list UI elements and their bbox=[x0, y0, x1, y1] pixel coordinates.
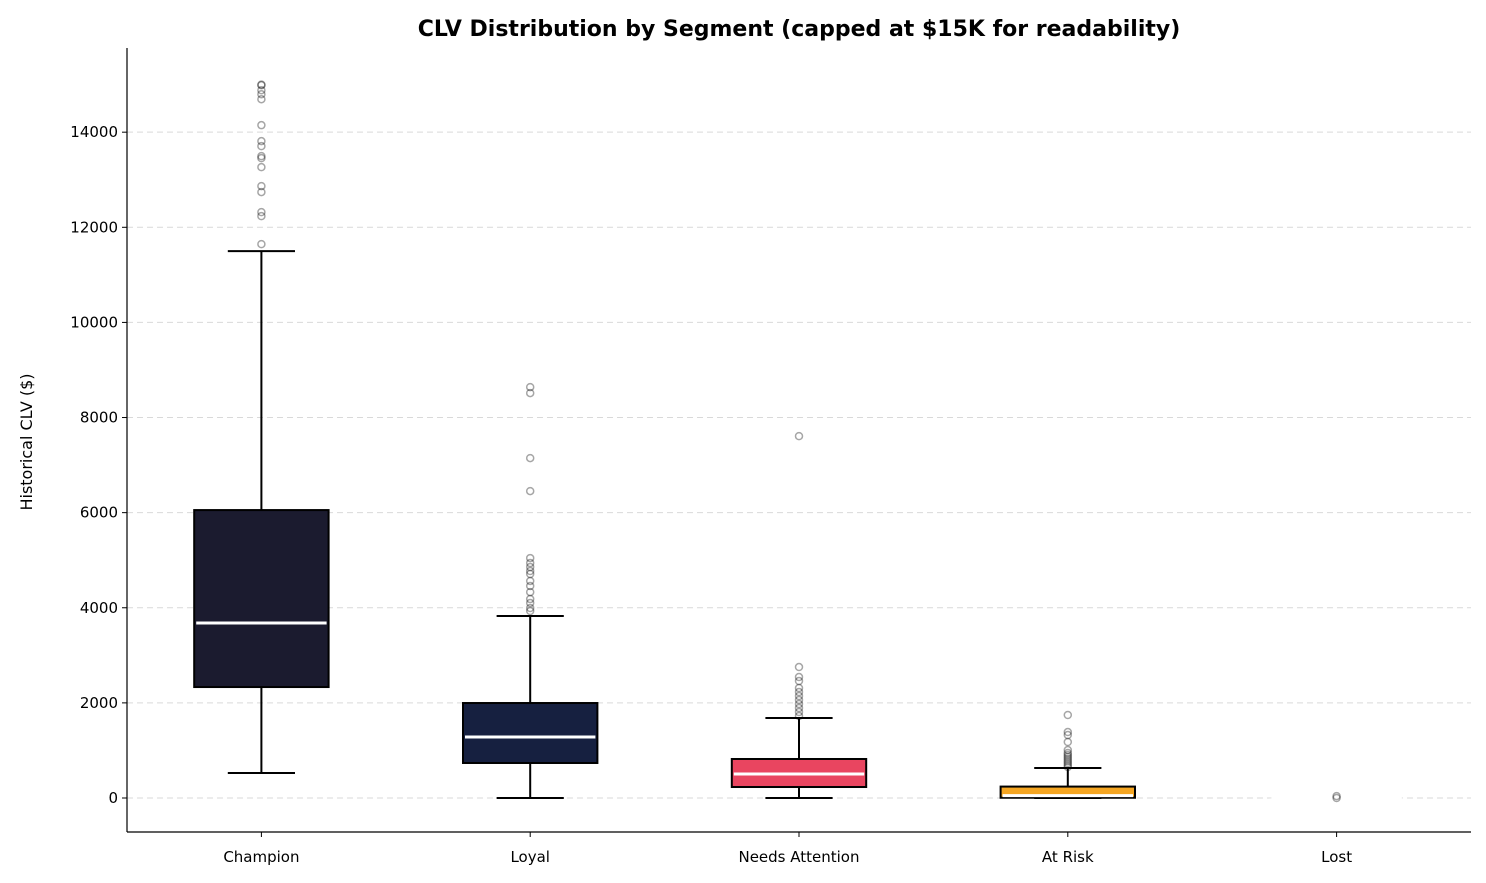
box-lost bbox=[1269, 791, 1404, 803]
x-tick-label: Loyal bbox=[510, 848, 550, 866]
outlier-point bbox=[525, 594, 535, 604]
outlier-point bbox=[1063, 748, 1073, 758]
box-at-risk bbox=[999, 710, 1136, 799]
outlier-point bbox=[257, 94, 266, 104]
outlier-point bbox=[794, 676, 804, 686]
x-tick-label: Lost bbox=[1321, 848, 1352, 866]
outlier-point bbox=[1063, 762, 1073, 772]
box bbox=[193, 509, 330, 689]
outlier-point bbox=[257, 239, 266, 249]
outlier-point bbox=[525, 388, 535, 398]
outlier-point bbox=[1063, 727, 1073, 737]
outlier-point bbox=[525, 486, 535, 496]
outlier-point bbox=[257, 151, 266, 161]
outlier-point bbox=[525, 558, 535, 568]
outlier-point bbox=[1063, 737, 1073, 747]
outlier-point bbox=[1332, 793, 1341, 803]
outlier-point bbox=[1063, 756, 1073, 766]
outlier-point bbox=[257, 120, 266, 130]
outlier-point bbox=[257, 162, 266, 172]
outlier-point bbox=[794, 695, 804, 705]
y-tick-label: 4000 bbox=[80, 599, 118, 617]
outlier-point bbox=[794, 707, 804, 717]
outlier-point bbox=[525, 581, 535, 591]
y-tick-label: 6000 bbox=[80, 504, 118, 522]
box-champion bbox=[193, 80, 330, 775]
outlier-point bbox=[794, 711, 804, 721]
x-tick-label: Champion bbox=[223, 848, 299, 866]
box-needs-attention bbox=[730, 431, 868, 799]
outlier-point bbox=[257, 211, 266, 221]
outlier-point bbox=[525, 553, 535, 563]
y-tick-label: 12000 bbox=[70, 218, 118, 236]
outlier-point bbox=[257, 80, 266, 90]
outlier-point bbox=[525, 569, 535, 579]
outlier-point bbox=[525, 566, 535, 576]
y-tick-label: 10000 bbox=[70, 313, 118, 331]
outlier-point bbox=[257, 153, 266, 163]
outlier-point bbox=[794, 672, 804, 682]
outlier-point bbox=[794, 431, 804, 441]
outlier-point bbox=[525, 606, 535, 616]
outlier-point bbox=[794, 662, 804, 672]
y-tick-label: 0 bbox=[108, 789, 118, 807]
outlier-point bbox=[257, 136, 266, 146]
x-tick-label: Needs Attention bbox=[738, 848, 859, 866]
outlier-point bbox=[257, 85, 266, 95]
outlier-point bbox=[257, 80, 266, 89]
outlier-point bbox=[1063, 750, 1073, 760]
outlier-point bbox=[794, 683, 804, 693]
outlier-point bbox=[257, 89, 266, 99]
y-tick-label: 8000 bbox=[80, 409, 118, 427]
outlier-point bbox=[1063, 758, 1073, 768]
outlier-point bbox=[1063, 752, 1073, 762]
outlier-point bbox=[1332, 791, 1341, 801]
outlier-point bbox=[794, 691, 804, 701]
outlier-point bbox=[257, 181, 266, 191]
outlier-point bbox=[525, 576, 535, 586]
x-tick-label: At Risk bbox=[1042, 848, 1094, 866]
box bbox=[999, 785, 1136, 799]
chart-title: CLV Distribution by Segment (capped at $… bbox=[418, 17, 1181, 42]
outlier-point bbox=[1063, 760, 1073, 770]
box bbox=[462, 702, 599, 764]
outlier-point bbox=[525, 382, 535, 392]
y-tick-label: 2000 bbox=[80, 694, 118, 712]
outlier-point bbox=[525, 603, 535, 613]
outlier-point bbox=[794, 687, 804, 697]
outlier-point bbox=[1063, 710, 1073, 720]
outlier-point bbox=[257, 141, 266, 151]
outlier-point bbox=[1063, 745, 1073, 755]
outlier-point bbox=[794, 703, 804, 713]
outlier-point bbox=[525, 598, 535, 608]
outlier-point bbox=[1063, 730, 1073, 740]
box-loyal bbox=[462, 382, 599, 799]
outlier-point bbox=[525, 453, 535, 463]
outlier-point bbox=[794, 699, 804, 709]
outlier-point bbox=[525, 587, 535, 597]
outlier-point bbox=[257, 207, 266, 217]
outlier-point bbox=[525, 562, 535, 572]
outlier-point bbox=[1063, 754, 1073, 764]
y-tick-label: 14000 bbox=[70, 123, 118, 141]
outlier-point bbox=[257, 187, 266, 197]
y-axis-label: Historical CLV ($) bbox=[17, 373, 36, 510]
